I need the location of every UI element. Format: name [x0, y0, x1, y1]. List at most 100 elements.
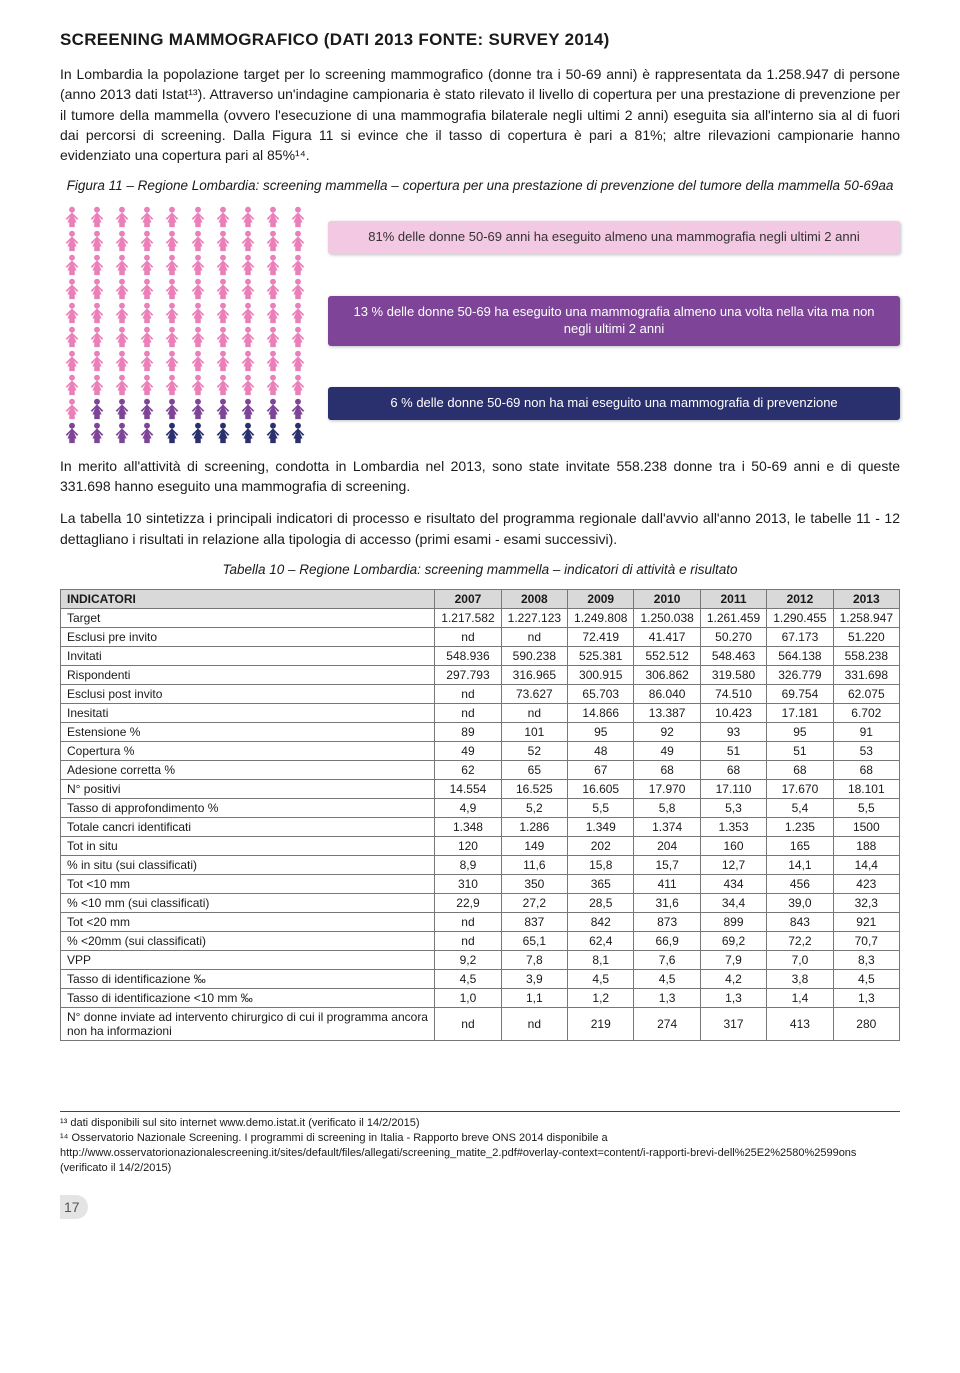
person-icon	[110, 350, 133, 372]
table-row: Estensione %891019592939591	[61, 723, 900, 742]
person-icon	[236, 422, 259, 444]
person-icon	[262, 422, 285, 444]
cell-value: 14.554	[435, 780, 501, 799]
cell-value: 1.235	[767, 818, 833, 837]
cell-value: 4,5	[568, 970, 634, 989]
person-icon	[60, 398, 83, 420]
cell-value: 14.866	[568, 704, 634, 723]
cell-value: 5,2	[501, 799, 567, 818]
cell-value: 14,1	[767, 856, 833, 875]
cell-value: 1500	[833, 818, 899, 837]
person-icon	[85, 302, 108, 324]
cell-value: 310	[435, 875, 501, 894]
cell-value: 72,2	[767, 932, 833, 951]
person-icon	[211, 422, 234, 444]
cell-value: 4,5	[435, 970, 501, 989]
cell-value: 8,1	[568, 951, 634, 970]
cell-value: 14,4	[833, 856, 899, 875]
person-icon	[161, 350, 184, 372]
cell-value: 74.510	[700, 685, 766, 704]
cell-value: 12,7	[700, 856, 766, 875]
table-row: Adesione corretta %62656768686868	[61, 761, 900, 780]
row-label: Target	[61, 609, 435, 628]
cell-value: 5,8	[634, 799, 700, 818]
table-caption: Tabella 10 – Regione Lombardia: screenin…	[60, 561, 900, 579]
cell-value: 921	[833, 913, 899, 932]
table-row: Copertura %49524849515153	[61, 742, 900, 761]
cell-value: 326.779	[767, 666, 833, 685]
cell-value: 4,9	[435, 799, 501, 818]
cell-value: 274	[634, 1008, 700, 1041]
cell-value: 1.227.123	[501, 609, 567, 628]
row-label: Estensione %	[61, 723, 435, 742]
cell-value: 300.915	[568, 666, 634, 685]
person-icon	[161, 374, 184, 396]
cell-value: 53	[833, 742, 899, 761]
table-row: % <10 mm (sui classificati)22,927,228,53…	[61, 894, 900, 913]
person-icon	[211, 230, 234, 252]
cell-value: 1,4	[767, 989, 833, 1008]
cell-value: nd	[435, 913, 501, 932]
person-icon	[262, 278, 285, 300]
row-label: Tasso di identificazione ‰	[61, 970, 435, 989]
person-icon	[136, 374, 159, 396]
person-icon	[161, 254, 184, 276]
person-icon	[236, 278, 259, 300]
person-icon	[236, 206, 259, 228]
person-icon	[85, 398, 108, 420]
cell-value: 1.249.808	[568, 609, 634, 628]
person-icon	[110, 230, 133, 252]
table-row: Tot <20 mmnd837842873899843921	[61, 913, 900, 932]
cell-value: 10.423	[700, 704, 766, 723]
col-header-year: 2013	[833, 590, 899, 609]
cell-value: 69.754	[767, 685, 833, 704]
table-row: Esclusi pre invitondnd72.41941.41750.270…	[61, 628, 900, 647]
cell-value: 28,5	[568, 894, 634, 913]
cell-value: 92	[634, 723, 700, 742]
person-icon	[236, 398, 259, 420]
person-icon	[136, 326, 159, 348]
cell-value: 842	[568, 913, 634, 932]
cell-value: 7,6	[634, 951, 700, 970]
cell-value: 13.387	[634, 704, 700, 723]
cell-value: 68	[833, 761, 899, 780]
indicators-table: INDICATORI2007200820092010201120122013 T…	[60, 589, 900, 1041]
cell-value: 72.419	[568, 628, 634, 647]
person-icon	[161, 230, 184, 252]
col-header-year: 2007	[435, 590, 501, 609]
bar-81pct: 81% delle donne 50-69 anni ha eseguito a…	[328, 221, 900, 254]
person-icon	[236, 230, 259, 252]
cell-value: nd	[435, 932, 501, 951]
cell-value: 50.270	[700, 628, 766, 647]
intro-paragraph: In Lombardia la popolazione target per l…	[60, 64, 900, 165]
table-row: Rispondenti297.793316.965300.915306.8623…	[61, 666, 900, 685]
person-icon	[60, 422, 83, 444]
cell-value: nd	[501, 628, 567, 647]
cell-value: 73.627	[501, 685, 567, 704]
row-label: Tasso di identificazione <10 mm ‰	[61, 989, 435, 1008]
cell-value: 9,2	[435, 951, 501, 970]
cell-value: 17.670	[767, 780, 833, 799]
row-label: Tot <20 mm	[61, 913, 435, 932]
cell-value: 41.417	[634, 628, 700, 647]
person-icon	[136, 350, 159, 372]
person-icon	[60, 374, 83, 396]
person-icon	[287, 350, 310, 372]
cell-value: 17.970	[634, 780, 700, 799]
cell-value: nd	[435, 704, 501, 723]
cell-value: 8,9	[435, 856, 501, 875]
cell-value: 17.110	[700, 780, 766, 799]
cell-value: 1,0	[435, 989, 501, 1008]
person-icon	[287, 422, 310, 444]
person-icon	[211, 374, 234, 396]
person-icon	[287, 326, 310, 348]
cell-value: 4,2	[700, 970, 766, 989]
cell-value: 7,9	[700, 951, 766, 970]
cell-value: 5,4	[767, 799, 833, 818]
person-icon	[262, 302, 285, 324]
cell-value: 204	[634, 837, 700, 856]
cell-value: 1.374	[634, 818, 700, 837]
cell-value: 548.936	[435, 647, 501, 666]
person-icon	[110, 398, 133, 420]
cell-value: 101	[501, 723, 567, 742]
